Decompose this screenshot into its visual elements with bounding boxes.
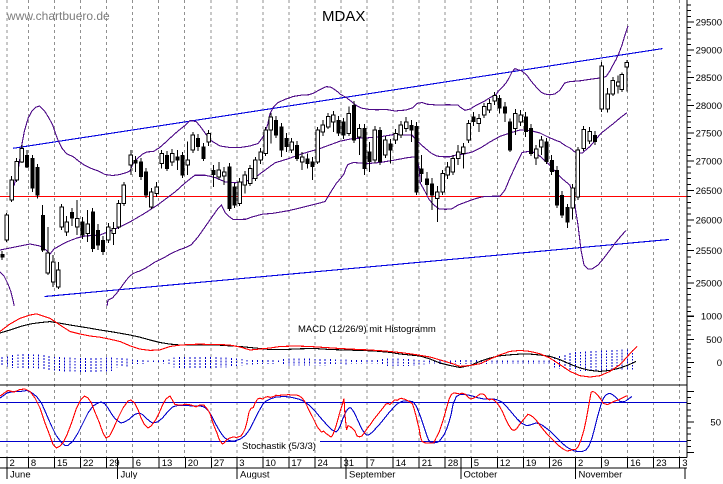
svg-text:1000: 1000 xyxy=(701,312,722,323)
svg-text:July: July xyxy=(121,470,138,480)
svg-text:Stochastik (5/3/3): Stochastik (5/3/3) xyxy=(242,441,316,452)
svg-text:August: August xyxy=(240,470,270,480)
svg-text:17: 17 xyxy=(291,458,302,469)
svg-text:15: 15 xyxy=(57,458,68,469)
svg-text:June: June xyxy=(10,470,31,480)
svg-text:26500: 26500 xyxy=(696,186,722,197)
svg-text:23: 23 xyxy=(656,458,667,469)
svg-text:25500: 25500 xyxy=(696,246,722,257)
svg-text:19: 19 xyxy=(526,458,537,469)
svg-text:October: October xyxy=(464,470,498,480)
svg-text:5: 5 xyxy=(474,458,479,469)
svg-text:9: 9 xyxy=(604,458,609,469)
svg-text:November: November xyxy=(579,470,623,480)
svg-text:27: 27 xyxy=(214,458,225,469)
svg-text:2: 2 xyxy=(10,458,15,469)
svg-text:29: 29 xyxy=(109,458,120,469)
svg-text:27500: 27500 xyxy=(696,129,722,140)
svg-text:22: 22 xyxy=(83,458,94,469)
svg-text:14: 14 xyxy=(396,458,407,469)
svg-text:8: 8 xyxy=(31,458,36,469)
svg-text:3: 3 xyxy=(239,458,244,469)
svg-text:7: 7 xyxy=(370,458,375,469)
svg-text:16: 16 xyxy=(630,458,641,469)
svg-text:28500: 28500 xyxy=(696,73,722,84)
svg-text:31: 31 xyxy=(344,458,355,469)
svg-text:28000: 28000 xyxy=(696,101,722,112)
svg-text:6: 6 xyxy=(136,458,141,469)
svg-text:2: 2 xyxy=(578,458,583,469)
svg-text:www.chartbuero.de: www.chartbuero.de xyxy=(6,9,110,23)
svg-text:28: 28 xyxy=(448,458,459,469)
svg-text:20: 20 xyxy=(188,458,199,469)
svg-text:26: 26 xyxy=(552,458,563,469)
svg-text:12: 12 xyxy=(500,458,511,469)
svg-text:MACD (12/26/9) mit Histogramm: MACD (12/26/9) mit Histogramm xyxy=(298,324,436,335)
svg-text:24: 24 xyxy=(318,458,329,469)
svg-text:September: September xyxy=(349,470,395,480)
svg-text:29500: 29500 xyxy=(696,18,722,29)
svg-text:13: 13 xyxy=(162,458,173,469)
svg-text:26000: 26000 xyxy=(696,216,722,227)
svg-text:50: 50 xyxy=(710,418,721,429)
svg-text:10: 10 xyxy=(265,458,276,469)
svg-text:3: 3 xyxy=(682,458,687,469)
svg-text:27000: 27000 xyxy=(696,157,722,168)
svg-text:29000: 29000 xyxy=(696,46,722,57)
svg-text:21: 21 xyxy=(422,458,433,469)
svg-text:MDAX: MDAX xyxy=(322,8,365,25)
svg-text:0: 0 xyxy=(717,358,722,369)
svg-text:500: 500 xyxy=(706,335,722,346)
svg-text:25000: 25000 xyxy=(696,279,722,290)
